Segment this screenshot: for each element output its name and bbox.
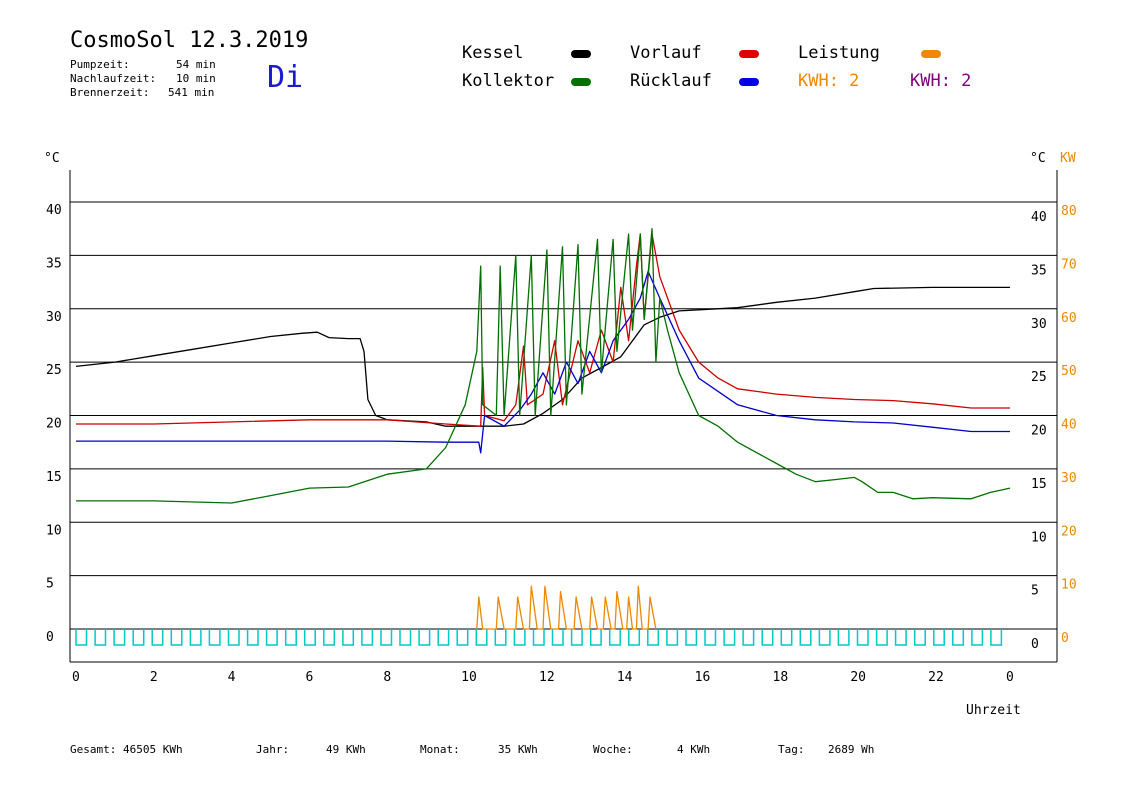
- series-line-kollektor: [76, 228, 1011, 504]
- y-tick-kw: 70: [1061, 257, 1077, 272]
- y-tick-kw: 60: [1061, 311, 1077, 326]
- y-tick-right: 10: [1031, 530, 1047, 545]
- y-tick-right: 25: [1031, 370, 1047, 385]
- pumpzeit-stat: Pumpzeit: 54 min: [70, 58, 216, 71]
- series-line-ruecklauf: [76, 270, 1010, 454]
- series-line-kessel: [75, 286, 1010, 427]
- legend-ruecklauf: Rücklauf: [630, 71, 712, 91]
- nachlaufzeit-stat: Nachlaufzeit: 10 min: [70, 72, 216, 85]
- x-tick-label: 8: [383, 670, 391, 685]
- x-tick-label: 14: [617, 670, 633, 685]
- legend-kessel-swatch: [571, 50, 591, 58]
- legend-leistung-swatch: [921, 50, 941, 58]
- footer-monat: Monat: 35 KWh: [420, 743, 538, 756]
- x-tick-label: 0: [1006, 670, 1014, 685]
- legend-leistung: Leistung: [798, 43, 880, 63]
- y-tick-left: 30: [46, 310, 62, 325]
- x-tick-label: 4: [228, 670, 236, 685]
- x-tick-label: 20: [850, 670, 866, 685]
- legend-kwh-purple: KWH: 2: [910, 71, 972, 91]
- x-tick-label: 16: [695, 670, 711, 685]
- legend-ruecklauf-swatch: [739, 78, 759, 86]
- right-unit-label: °C: [1030, 151, 1046, 166]
- pump-cycle-line: [75, 629, 1003, 646]
- x-tick-label: 2: [150, 670, 158, 685]
- legend-kollektor-swatch: [571, 78, 591, 86]
- brennerzeit-stat: Brennerzeit: 541 min: [70, 86, 215, 99]
- y-tick-kw: 10: [1061, 578, 1077, 593]
- y-tick-left: 35: [46, 256, 62, 271]
- y-tick-kw: 40: [1061, 418, 1077, 433]
- chart-title: CosmoSol 12.3.2019: [70, 28, 309, 53]
- y-tick-right: 0: [1031, 637, 1039, 652]
- footer-jahr: Jahr: 49 KWh: [256, 743, 366, 756]
- x-tick-label: 0: [72, 670, 80, 685]
- legend-kollektor: Kollektor: [462, 71, 555, 91]
- x-tick-label: 6: [306, 670, 314, 685]
- footer-woche: Woche: 4 KWh: [593, 743, 711, 756]
- y-tick-kw: 50: [1061, 364, 1077, 379]
- y-tick-kw: 30: [1061, 471, 1077, 486]
- x-axis-title: Uhrzeit: [966, 703, 1021, 718]
- y-tick-right: 35: [1031, 263, 1047, 278]
- y-tick-right: 15: [1031, 477, 1047, 492]
- y-tick-right: 20: [1031, 424, 1047, 439]
- legend-kessel: Kessel: [462, 43, 524, 63]
- y-tick-kw: 80: [1061, 204, 1077, 219]
- legend-kwh-orange: KWH: 2: [798, 71, 860, 91]
- footer-gesamt: Gesamt: 46505 KWh: [70, 743, 183, 756]
- x-tick-label: 10: [461, 670, 477, 685]
- y-tick-right: 40: [1031, 210, 1047, 225]
- y-tick-kw: 20: [1061, 524, 1077, 539]
- y-tick-left: 40: [46, 203, 62, 218]
- legend-vorlauf: Vorlauf: [630, 43, 702, 63]
- y-tick-kw: 0: [1061, 631, 1069, 646]
- y-tick-left: 20: [46, 417, 62, 432]
- y-tick-right: 30: [1031, 317, 1047, 332]
- x-tick-label: 12: [539, 670, 555, 685]
- series-line-leistung: [476, 585, 657, 630]
- x-tick-label: 18: [773, 670, 789, 685]
- y-tick-right: 5: [1031, 584, 1039, 599]
- footer-tag: Tag: 2689 Wh: [778, 743, 875, 756]
- x-tick-label: 22: [928, 670, 944, 685]
- y-tick-left: 0: [46, 630, 54, 645]
- legend-vorlauf-swatch: [739, 50, 759, 58]
- y-tick-left: 10: [46, 523, 62, 538]
- y-tick-left: 15: [46, 470, 62, 485]
- y-tick-left: 25: [46, 363, 62, 378]
- kw-unit-label: KW: [1060, 151, 1076, 166]
- left-unit-label: °C: [44, 151, 60, 166]
- series-line-vorlauf: [76, 233, 1010, 427]
- weekday-label: Di: [267, 60, 304, 95]
- y-tick-left: 5: [46, 577, 54, 592]
